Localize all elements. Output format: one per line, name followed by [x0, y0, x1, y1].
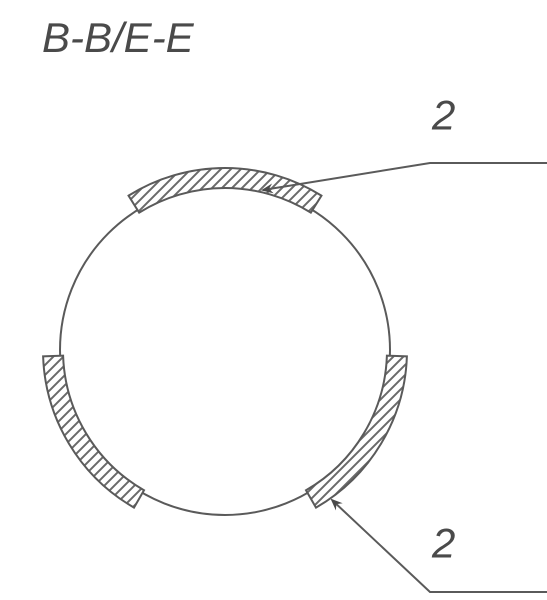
- band-segment: [129, 168, 322, 213]
- section-title: B-B/E-E: [42, 14, 194, 62]
- band-segment: [306, 356, 407, 508]
- band-segment: [43, 356, 144, 508]
- callout-label: 2: [431, 92, 455, 139]
- section-diagram: 22: [0, 0, 547, 600]
- callout-label: 2: [431, 520, 455, 567]
